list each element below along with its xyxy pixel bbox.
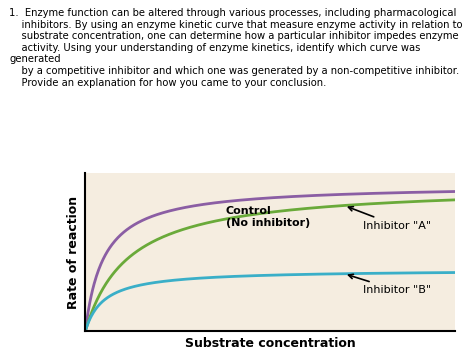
Text: Inhibitor "B": Inhibitor "B" (348, 274, 431, 295)
Text: Control
(No inhibitor): Control (No inhibitor) (226, 206, 310, 228)
X-axis label: Substrate concentration: Substrate concentration (185, 337, 356, 350)
Text: Inhibitor "A": Inhibitor "A" (348, 207, 431, 231)
Text: 1.  Enzyme function can be altered through various processes, including pharmaco: 1. Enzyme function can be altered throug… (9, 8, 463, 88)
Y-axis label: Rate of reaction: Rate of reaction (67, 195, 80, 309)
